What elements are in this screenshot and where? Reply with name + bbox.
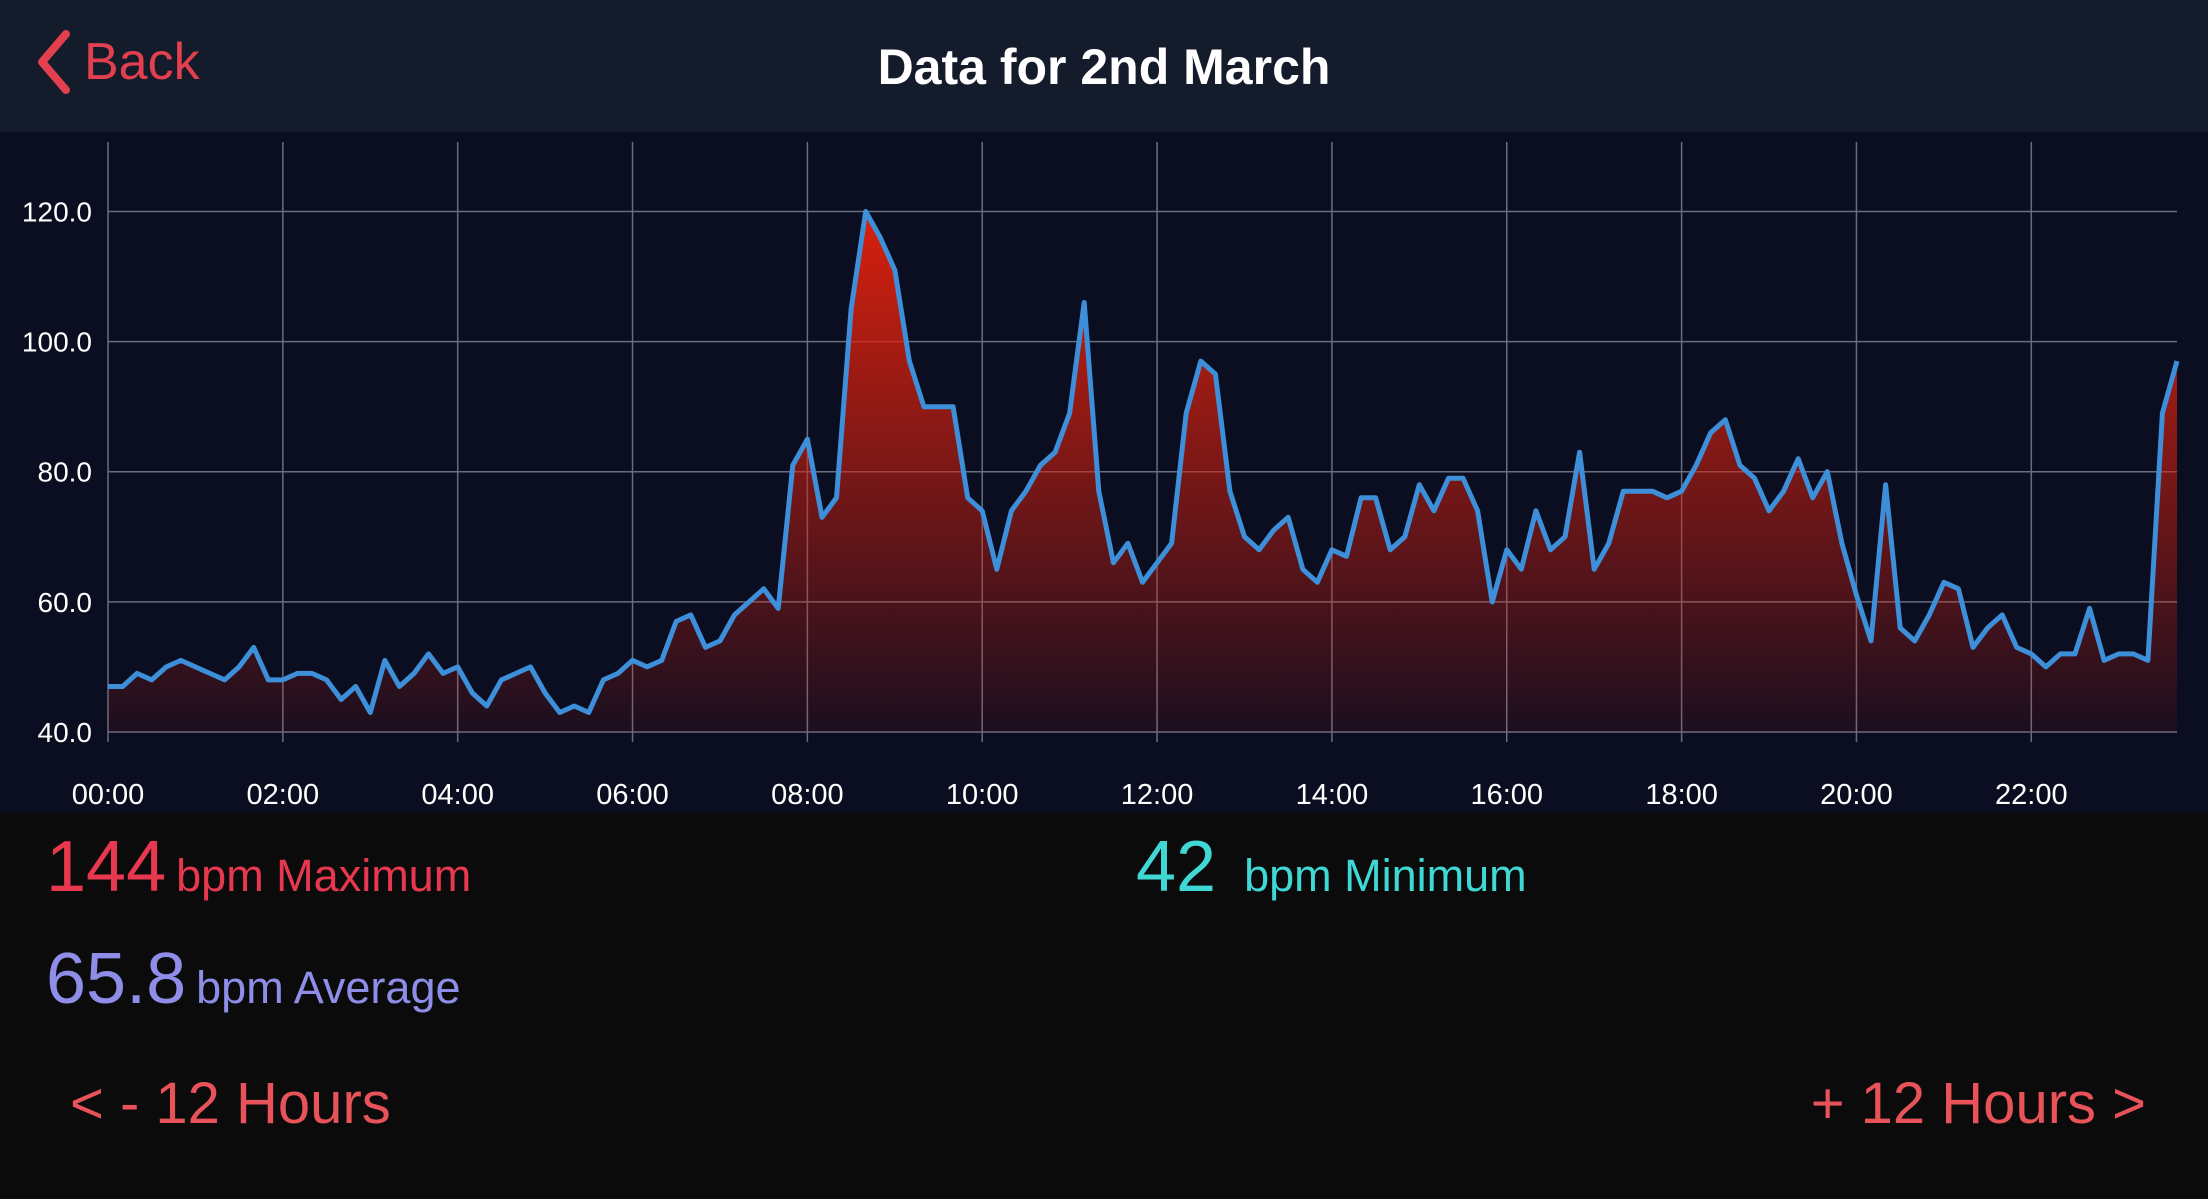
- stat-min: 42 bpm Minimum: [1136, 826, 1527, 908]
- x-tick-label: 02:00: [247, 779, 320, 811]
- line: [108, 209, 2180, 715]
- stat-avg: 65.8 bpm Average: [46, 938, 461, 1020]
- y-tick-label: 120.0: [22, 196, 92, 227]
- y-tick-label: 60.0: [38, 587, 93, 618]
- stat-max: 144 bpm Maximum: [46, 826, 471, 908]
- y-tick-label: 80.0: [38, 457, 93, 488]
- x-tick-label: 08:00: [771, 779, 844, 811]
- stat-value: 144: [46, 827, 167, 907]
- x-tick-label: 22:00: [1995, 779, 2068, 811]
- title: Data for 2nd March: [877, 39, 1331, 95]
- x-tick-label: 06:00: [596, 779, 669, 811]
- x-tick-label: 10:00: [946, 779, 1019, 811]
- x-tick-label: 00:00: [72, 779, 145, 811]
- y-tick-label: 100.0: [22, 327, 92, 358]
- stat-label: bpm Average: [196, 962, 461, 1013]
- area-fill: [108, 211, 2177, 732]
- x-tick-label: 18:00: [1645, 779, 1718, 811]
- prev-button[interactable]: < - 12 Hours: [70, 1071, 391, 1136]
- x-tick-label: 12:00: [1121, 779, 1194, 811]
- x-tick-label: 16:00: [1470, 779, 1543, 811]
- x-tick-label: 14:00: [1296, 779, 1369, 811]
- x-tick-label: 04:00: [421, 779, 494, 811]
- back-button[interactable]: Back: [34, 30, 200, 94]
- stat-value: 42: [1136, 827, 1217, 907]
- back-chevron: [38, 30, 70, 94]
- back-label: Back: [84, 33, 200, 91]
- chart: 40.0 60.0 80.0 100.0 120.0 00:00 02:00 04:00 06:…: [0, 132, 2208, 812]
- stat-label: bpm Maximum: [176, 850, 472, 901]
- y-tick-label: 40.0: [38, 717, 93, 748]
- next-button[interactable]: + 12 Hours >: [1810, 1071, 2146, 1136]
- stat-value: 65.8: [46, 939, 187, 1019]
- x-tick-label: 20:00: [1820, 779, 1893, 811]
- stat-label: bpm Minimum: [1244, 850, 1527, 901]
- header: Back Data for 2nd March: [0, 0, 2208, 132]
